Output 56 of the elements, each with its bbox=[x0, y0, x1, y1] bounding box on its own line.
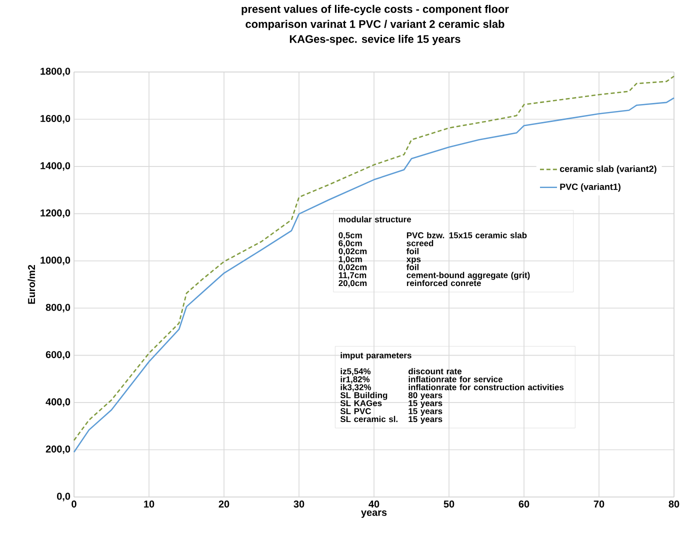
annotation: reinforced conrete bbox=[406, 280, 481, 286]
y-tick-label: 1200,0 bbox=[40, 209, 70, 218]
x-axis-title: years bbox=[361, 510, 387, 518]
legend-label: PVC (variant1) bbox=[560, 183, 620, 192]
x-tick-label: 50 bbox=[444, 500, 454, 508]
annotation: 15 years bbox=[408, 400, 442, 408]
annotation: 15 years bbox=[408, 416, 442, 424]
y-tick-label: 600,0 bbox=[46, 351, 70, 360]
annotation: 80 years bbox=[408, 392, 442, 400]
x-tick-label: 60 bbox=[518, 500, 530, 508]
x-tick-label: 70 bbox=[594, 500, 604, 508]
text: KAGes-spec. sevice life 15 years bbox=[290, 34, 460, 46]
annotation: 0,02cm bbox=[338, 248, 367, 256]
annotation: iz5,54% bbox=[340, 368, 371, 376]
y-tick-label: 200,0 bbox=[46, 446, 70, 454]
annotation: ir1,82% bbox=[340, 376, 370, 384]
y-tick-label: 1600,0 bbox=[40, 114, 70, 124]
annotation: xps bbox=[406, 258, 421, 264]
annotation: screed bbox=[406, 240, 434, 246]
annotation: 6,0cm bbox=[338, 240, 362, 248]
legend-label: ceramic slab (variant2) bbox=[560, 165, 656, 174]
annotation: inflationrate for construction activities bbox=[408, 384, 564, 390]
y-tick-label: 800,0 bbox=[46, 304, 70, 312]
annotation: imput parameters bbox=[340, 352, 412, 360]
annotation: 1,0cm bbox=[338, 256, 362, 264]
x-tick-label: 40 bbox=[368, 500, 380, 508]
annotation: 15 years bbox=[408, 408, 442, 416]
y-tick-label: 1800,0 bbox=[40, 68, 70, 76]
annotation: 11,7cm bbox=[338, 272, 366, 280]
annotation: modular structure bbox=[338, 216, 412, 222]
x-tick-label: 30 bbox=[294, 500, 304, 508]
y-tick-label: 400,0 bbox=[46, 398, 70, 407]
annotation: 20,0cm bbox=[338, 280, 367, 288]
annotation: SL PVC bbox=[340, 408, 372, 414]
annotation: SL KAGes bbox=[340, 400, 382, 406]
chart-subtitle: comparison varinat 1 PVC / variant 2 ceramic slab bbox=[246, 20, 504, 30]
y-tick-label: 1400,0 bbox=[40, 162, 70, 171]
annotation: foil bbox=[406, 264, 418, 270]
annotation: SL Building bbox=[340, 392, 388, 400]
y-tick-label: 0,0 bbox=[57, 492, 70, 502]
x-tick-label: 20 bbox=[218, 500, 230, 508]
x-tick-label: 0 bbox=[72, 500, 76, 508]
annotation: SL ceramic sl. bbox=[340, 416, 398, 422]
annotation: 0,02cm bbox=[338, 264, 367, 272]
annotation: foil bbox=[406, 248, 418, 254]
annotation: PVC bzw. 15x15 ceramic slab bbox=[406, 232, 527, 238]
annotation: inflationrate for service bbox=[408, 376, 502, 382]
annotation: 0,5cm bbox=[338, 232, 362, 240]
y-tick-label: 1000,0 bbox=[40, 256, 70, 266]
annotation: cement-bound aggregate (grit) bbox=[406, 272, 530, 280]
x-tick-label: 10 bbox=[144, 500, 154, 508]
annotation: ik3,32% bbox=[340, 384, 372, 392]
annotation: discount rate bbox=[408, 368, 462, 374]
x-tick-label: 80 bbox=[668, 500, 680, 508]
chart-title: present values of life-cycle costs - component floor bbox=[242, 4, 509, 16]
y-axis-title: Euro/m2 bbox=[28, 264, 36, 304]
